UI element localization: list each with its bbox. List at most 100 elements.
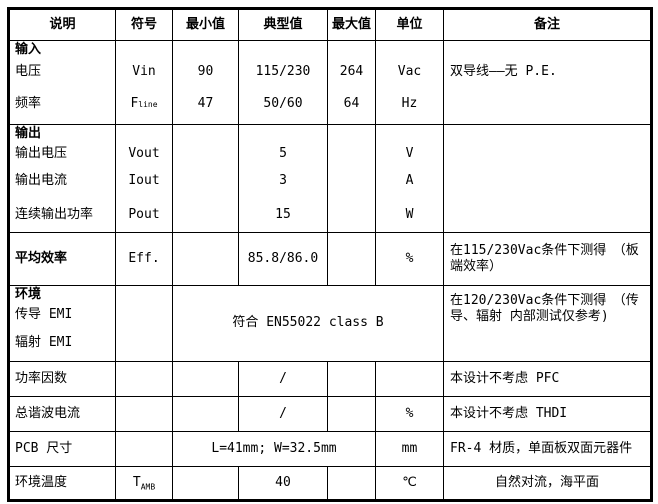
header-cell-unit: 单位 [375,8,444,41]
thd-typ: / [238,396,328,432]
power-factor-min [172,361,239,397]
input-voltage-min: 90 [197,63,214,79]
input-max-cell: 264 64 [327,40,376,125]
power-factor-unit [375,361,444,397]
table-row-output-section: 输出 输出电压 输出电流 连续输出功率 Vout Iout Pout 5 3 1… [8,124,652,233]
table-row-efficiency: 平均效率 Eff. 85.8/86.0 % 在115/230Vac条件下测得 （… [8,232,652,286]
efficiency-unit: % [375,232,444,286]
input-frequency-unit: Hz [401,96,418,112]
header-cell-desc: 说明 [8,8,116,41]
ambient-temp-max [327,466,376,501]
thd-remark: 本设计不考虑 THDI [443,396,652,432]
power-factor-symbol [115,361,173,397]
output-voltage-unit: V [405,145,414,161]
input-min-cell: 90 47 [172,40,239,125]
output-power-symbol: Pout [128,206,160,222]
header-cell-typ: 典型值 [238,8,328,41]
efficiency-typ: 85.8/86.0 [238,232,328,286]
output-voltage-symbol: Vout [128,145,160,161]
symbol-base: T [132,474,141,490]
output-current-unit: A [405,173,414,189]
output-min-cell [172,124,239,233]
symbol-subscript: line [138,99,158,109]
header-cell-max-label: 最大值 [331,16,371,32]
pcb-size-remark: FR-4 材质，单面板双面元器件 [443,431,652,467]
header-cell-symbol: 符号 [115,8,173,41]
input-voltage-symbol: Vin [132,63,156,79]
efficiency-min [172,232,239,286]
pcb-size-label: PCB 尺寸 [8,431,116,467]
input-voltage-label: 电压 [15,63,42,79]
output-desc-cell: 输出 输出电压 输出电流 连续输出功率 [8,124,116,233]
output-current-symbol: Iout [128,173,160,189]
output-power-label: 连续输出功率 [15,206,94,222]
output-current-label: 输出电流 [15,173,68,189]
input-voltage-remark: 双导线——无 P.E. [450,63,557,79]
input-section-title: 输入 [15,41,42,57]
header-cell-min: 最小值 [172,8,239,41]
thd-label: 总谐波电流 [8,396,116,432]
header-cell-remark: 备注 [443,8,652,41]
ambient-temp-typ: 40 [238,466,328,501]
output-max-cell [327,124,376,233]
output-unit-cell: V A W [375,124,444,233]
input-typ-cell: 115/230 50/60 [238,40,328,125]
emi-standard-cell: 符合 EN55022 class B [172,285,444,362]
efficiency-remark: 在115/230Vac条件下测得 （板端效率） [443,232,652,286]
environment-symbol-cell [115,285,173,362]
environment-remark-cell: 在120/230Vac条件下测得 （传导、辐射 内部测试仅参考) [443,285,652,362]
header-cell-max: 最大值 [327,8,376,41]
environment-desc-cell: 环境 传导 EMI 辐射 EMI [8,285,116,362]
thd-max [327,396,376,432]
table-row-thd: 总谐波电流 / % 本设计不考虑 THDI [8,396,652,432]
environment-section-title: 环境 [15,286,42,302]
output-voltage-typ: 5 [279,145,287,161]
input-remark-cell: 双导线——无 P.E. [443,40,652,125]
output-voltage-label: 输出电压 [15,145,68,161]
input-frequency-typ: 50/60 [263,96,303,112]
input-frequency-min: 47 [197,96,214,112]
power-factor-max [327,361,376,397]
output-power-typ: 15 [275,206,291,222]
input-unit-cell: Vac Hz [375,40,444,125]
table-row-environment-section: 环境 传导 EMI 辐射 EMI 符合 EN55022 class B 在120… [8,285,652,362]
conducted-emi-label: 传导 EMI [15,306,73,322]
pcb-size-value: L=41mm; W=32.5mm [172,431,376,467]
input-voltage-max: 264 [339,63,364,79]
power-factor-remark: 本设计不考虑 PFC [443,361,652,397]
symbol-base: F [130,96,139,112]
output-section-title: 输出 [15,125,42,141]
ambient-temp-remark: 自然对流，海平面 [443,466,652,501]
radiated-emi-label: 辐射 EMI [15,335,73,351]
table-row-ambient-temp: 环境温度 TAMB 40 ℃ 自然对流，海平面 [8,466,652,501]
ambient-temp-unit: ℃ [375,466,444,501]
environment-remark-text: 在120/230Vac条件下测得 （传导、辐射 内部测试仅参考) [450,293,639,325]
pcb-size-symbol [115,431,173,467]
output-typ-cell: 5 3 15 [238,124,328,233]
thd-symbol [115,396,173,432]
output-symbol-cell: Vout Iout Pout [115,124,173,233]
ambient-temp-symbol: TAMB [115,466,173,501]
input-voltage-typ: 115/230 [255,63,311,79]
symbol-subscript: AMB [140,482,156,492]
efficiency-label: 平均效率 [8,232,116,286]
thd-min [172,396,239,432]
input-frequency-label: 频率 [15,96,42,112]
power-factor-label: 功率因数 [8,361,116,397]
input-desc-cell: 输入 电压 频率 [8,40,116,125]
output-current-typ: 3 [279,173,287,189]
efficiency-max [327,232,376,286]
pcb-size-unit: mm [375,431,444,467]
input-frequency-max: 64 [343,96,360,112]
table-row-power-factor: 功率因数 / 本设计不考虑 PFC [8,361,652,397]
header-row: 说明 符号 最小值 典型值 最大值 单位 备注 [8,8,652,41]
thd-unit: % [375,396,444,432]
ambient-temp-min [172,466,239,501]
table-row-pcb-size: PCB 尺寸 L=41mm; W=32.5mm mm FR-4 材质，单面板双面… [8,431,652,467]
ambient-temp-label: 环境温度 [8,466,116,501]
efficiency-symbol: Eff. [115,232,173,286]
